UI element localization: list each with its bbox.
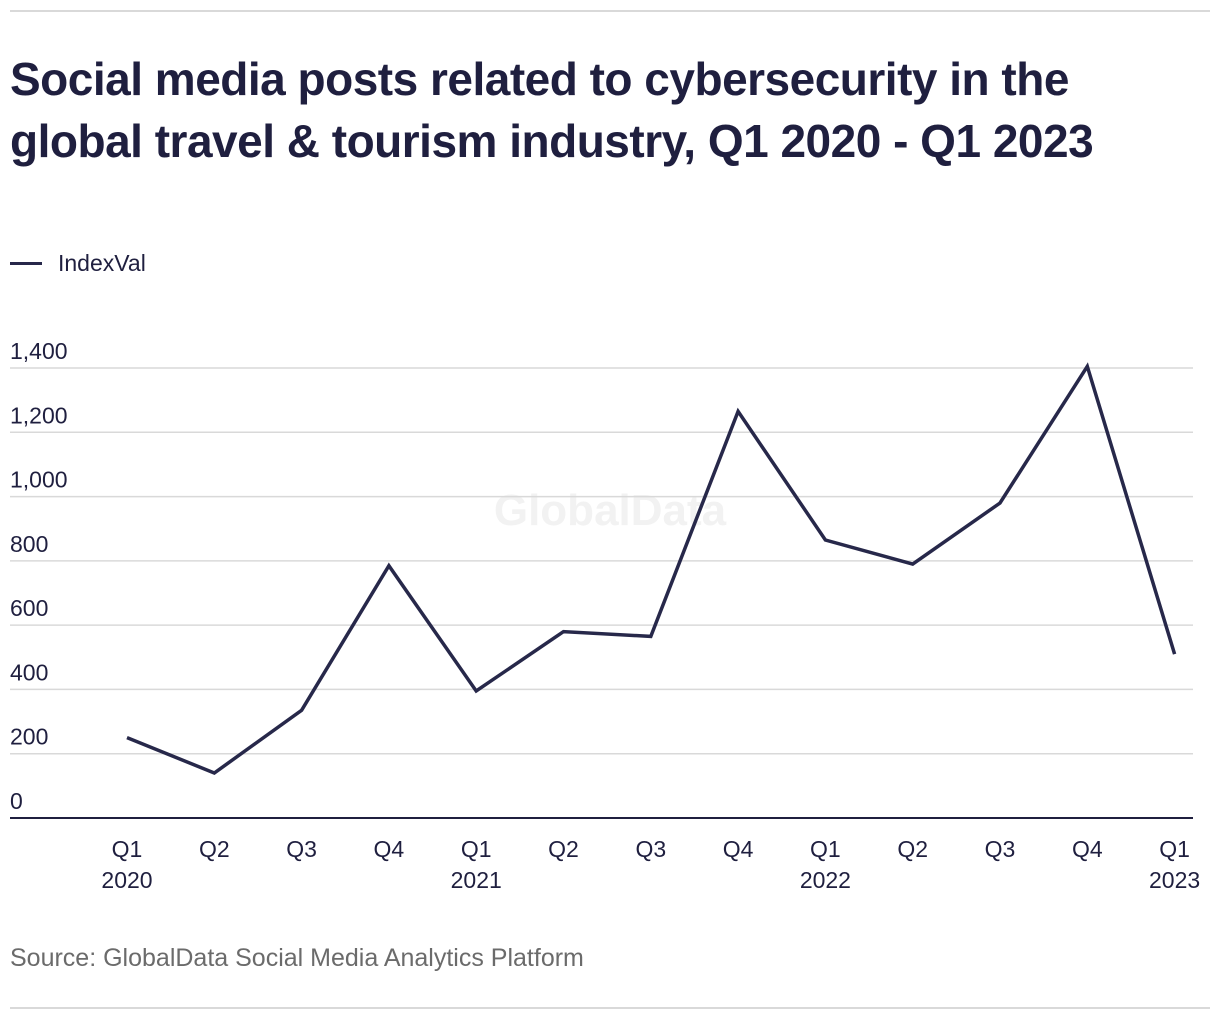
y-tick-label: 1,200 [10, 402, 68, 428]
y-tick-label: 600 [10, 595, 48, 621]
x-tick-label: Q2 [548, 836, 579, 862]
x-tick-label: Q1 [461, 836, 492, 862]
x-tick-label: Q1 [810, 836, 841, 862]
x-tick-year-label: 2023 [1149, 867, 1200, 893]
y-tick-label: 1,000 [10, 467, 68, 493]
x-tick-label: Q4 [1072, 836, 1103, 862]
bottom-divider [10, 1007, 1210, 1009]
top-divider [10, 10, 1210, 12]
legend-label-indexval: IndexVal [58, 249, 146, 276]
x-tick-year-label: 2021 [451, 867, 502, 893]
x-tick-label: Q4 [723, 836, 754, 862]
watermark: GlobalData [494, 486, 727, 535]
chart-title: Social media posts related to cybersecur… [10, 53, 1094, 167]
x-tick-label: Q3 [635, 836, 666, 862]
x-tick-label: Q1 [112, 836, 143, 862]
x-tick-year-label: 2020 [101, 867, 152, 893]
y-tick-label: 800 [10, 531, 48, 557]
legend: IndexVal [10, 248, 146, 278]
x-tick-label: Q2 [897, 836, 928, 862]
y-tick-label: 1,400 [10, 338, 68, 364]
x-tick-year-label: 2022 [800, 867, 851, 893]
x-tick-label: Q3 [985, 836, 1016, 862]
x-tick-label: Q1 [1159, 836, 1190, 862]
source-note: Source: GlobalData Social Media Analytic… [10, 944, 584, 972]
x-tick-label: Q2 [199, 836, 230, 862]
x-tick-label: Q4 [374, 836, 405, 862]
x-tick-label: Q3 [286, 836, 317, 862]
y-tick-label: 400 [10, 659, 48, 685]
y-tick-label: 0 [10, 788, 23, 814]
y-tick-label: 200 [10, 724, 48, 750]
series-line-indexval [126, 362, 1177, 775]
legend-swatch-indexval [10, 261, 42, 265]
